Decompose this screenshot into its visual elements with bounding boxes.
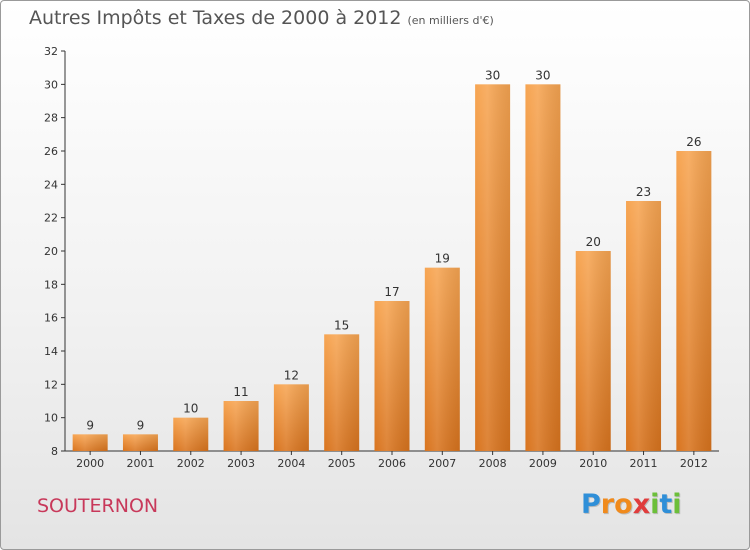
x-tick-label: 2007 [428, 457, 456, 470]
bar-shine [173, 417, 209, 451]
data-label: 11 [233, 385, 248, 399]
data-label: 30 [535, 68, 550, 82]
x-tick-label: 2004 [277, 457, 305, 470]
bar-shine [525, 84, 561, 451]
bar-shine [122, 434, 158, 451]
commune-name: SOUTERNON [37, 495, 159, 517]
y-tick-label: 18 [44, 278, 58, 291]
x-tick-label: 2012 [680, 457, 708, 470]
data-label: 26 [686, 135, 701, 149]
data-label: 10 [183, 402, 198, 416]
y-tick-label: 10 [44, 412, 58, 425]
logo-letter: r [600, 489, 615, 520]
x-tick-label: 2001 [126, 457, 154, 470]
y-tick-label: 20 [44, 245, 58, 258]
proxiti-logo: Proxiti [581, 489, 682, 520]
x-tick-label: 2008 [479, 457, 507, 470]
logo-letter: x [632, 489, 651, 520]
x-tick-label: 2006 [378, 457, 406, 470]
bar-shine [72, 434, 108, 451]
chart-title: Autres Impôts et Taxes de 2000 à 2012 (en… [29, 7, 494, 29]
y-tick-label: 8 [51, 445, 58, 458]
data-label: 20 [586, 235, 601, 249]
bar-shine [676, 151, 712, 451]
data-label: 9 [137, 418, 145, 432]
logo-letter: i [650, 489, 660, 520]
data-label: 9 [86, 418, 94, 432]
data-label: 15 [334, 318, 349, 332]
logo-letter: P [581, 489, 601, 520]
x-tick-label: 2005 [328, 457, 356, 470]
y-tick-label: 26 [44, 145, 58, 158]
data-label: 17 [384, 285, 399, 299]
y-tick-label: 30 [44, 78, 58, 91]
bar-shine [626, 201, 662, 451]
logo-letter: t [659, 489, 673, 520]
x-tick-label: 2010 [579, 457, 607, 470]
bar-shine [424, 267, 460, 451]
data-label: 30 [485, 68, 500, 82]
y-tick-label: 16 [44, 312, 58, 325]
bar-shine [575, 251, 611, 451]
y-tick-label: 28 [44, 112, 58, 125]
bar-shine [374, 301, 410, 451]
y-tick-label: 24 [44, 178, 58, 191]
labels: 2000 9 2001 9 2002 10 2003 11 2004 12 2005 15 2006 17… [76, 68, 708, 470]
x-tick-label: 2000 [76, 457, 104, 470]
y-tick-label: 14 [44, 345, 58, 358]
y-tick-label: 32 [44, 45, 58, 58]
x-tick-label: 2002 [177, 457, 205, 470]
x-tick-label: 2011 [630, 457, 658, 470]
data-label: 23 [636, 185, 651, 199]
data-label: 19 [435, 252, 450, 266]
logo-letter: i [672, 489, 682, 520]
logo-letter: o [614, 489, 633, 520]
y-tick-label: 22 [44, 212, 58, 225]
chart-title-text: Autres Impôts et Taxes de 2000 à 2012 [29, 7, 402, 29]
x-tick-label: 2003 [227, 457, 255, 470]
chart-subtitle: (en milliers d'€) [407, 14, 494, 27]
bar-shine [223, 401, 259, 451]
x-tick-label: 2009 [529, 457, 557, 470]
data-label: 12 [284, 368, 299, 382]
bar-shine [324, 334, 360, 451]
bars [72, 84, 712, 451]
bar-shine [475, 84, 511, 451]
y-tick-label: 12 [44, 378, 58, 391]
bar-shine [273, 384, 309, 451]
